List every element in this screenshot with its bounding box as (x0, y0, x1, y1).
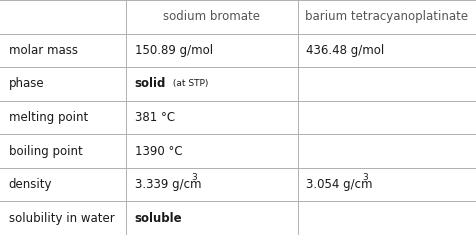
Text: solid: solid (135, 77, 166, 90)
Text: melting point: melting point (9, 111, 88, 124)
Text: 1390 °C: 1390 °C (135, 145, 182, 158)
Text: boiling point: boiling point (9, 145, 82, 158)
Text: phase: phase (9, 77, 44, 90)
Text: solubility in water: solubility in water (9, 212, 114, 225)
Text: (at STP): (at STP) (170, 79, 209, 88)
Text: 3: 3 (362, 173, 368, 182)
Text: sodium bromate: sodium bromate (163, 10, 260, 23)
Text: 3.054 g/cm: 3.054 g/cm (306, 178, 373, 191)
Text: barium tetracyanoplatinate: barium tetracyanoplatinate (305, 10, 468, 23)
Text: 3.339 g/cm: 3.339 g/cm (135, 178, 201, 191)
Text: 436.48 g/mol: 436.48 g/mol (306, 44, 384, 57)
Text: 150.89 g/mol: 150.89 g/mol (135, 44, 213, 57)
Text: soluble: soluble (135, 212, 182, 225)
Text: 381 °C: 381 °C (135, 111, 175, 124)
Text: molar mass: molar mass (9, 44, 78, 57)
Text: 3: 3 (191, 173, 197, 182)
Text: density: density (9, 178, 52, 191)
